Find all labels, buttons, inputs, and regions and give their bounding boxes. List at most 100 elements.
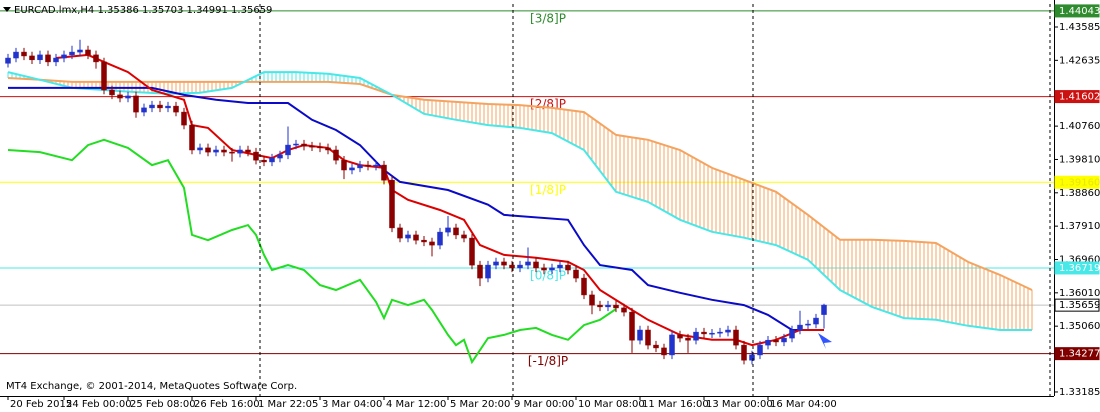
candle-body (221, 149, 227, 153)
overlay: EURCAD.lmx,H4 1.35386 1.35703 1.34991 1.… (0, 0, 1055, 397)
candle-body (629, 311, 635, 341)
candle-body (109, 89, 115, 96)
y-tick-label: 1.37910 (1059, 221, 1100, 232)
candle-body (461, 234, 467, 239)
candle-body (781, 337, 787, 343)
candle-body (93, 54, 99, 63)
candle-body (405, 234, 411, 239)
y-tick-label: 1.38860 (1059, 188, 1100, 199)
candle-body (277, 154, 283, 159)
candle-body (597, 304, 603, 308)
cloud-span-line (7, 77, 1033, 291)
price-tag-label: 1.35659 (1059, 300, 1100, 311)
price-tag (1054, 261, 1100, 275)
x-tick-label: 24 Feb 00:00 (66, 399, 132, 410)
price-tag (1054, 347, 1100, 361)
plot-area: [3/8]P[2/8]P[1/8]P[0/8]P[-1/8]P (0, 10, 1054, 368)
y-tick-label: 1.42635 (1059, 55, 1100, 66)
chart-title: EURCAD.lmx,H4 1.35386 1.35703 1.34991 1.… (14, 5, 272, 16)
footer: MT4 Exchange, © 2001-2014, MetaQuotes So… (6, 381, 297, 392)
candle-body (821, 304, 827, 315)
candle-body (245, 149, 251, 153)
level-label: [0/8]P (530, 268, 566, 282)
candle-body (717, 331, 723, 334)
candle-body (197, 147, 203, 151)
y-tick-label: 1.43585 (1059, 22, 1100, 33)
candle-body (397, 227, 403, 239)
x-tick-label: 16 Mar 04:00 (770, 399, 837, 410)
candle-body (165, 105, 171, 109)
candle-body (269, 157, 275, 163)
candle-body (709, 332, 715, 335)
candle-body (101, 61, 107, 91)
y-tick-label: 1.36960 (1059, 254, 1100, 265)
candle-body (685, 337, 691, 341)
price-tag (1054, 90, 1100, 104)
level-label: [1/8]P (530, 183, 566, 197)
price-tag (1054, 298, 1100, 312)
candle-body (693, 331, 699, 341)
candle-body (261, 159, 267, 163)
candle-body (557, 264, 563, 269)
candle-body (725, 329, 731, 333)
candle-body (581, 277, 587, 296)
candle-body (421, 239, 427, 243)
candle-body (533, 261, 539, 269)
candle-body (45, 54, 51, 63)
x-tick-label: 26 Feb 16:00 (194, 399, 260, 410)
candle-body (733, 329, 739, 346)
candle-body (37, 54, 43, 61)
level-label: [3/8]P (530, 11, 566, 25)
candle-body (325, 147, 331, 151)
x-tick-label: 4 Mar 12:00 (386, 399, 446, 410)
y-tick-label: 1.35060 (1059, 321, 1100, 332)
candle-body (301, 143, 307, 147)
candle-body (389, 179, 395, 229)
candle-body (413, 234, 419, 241)
candle-body (485, 264, 491, 279)
candle-body (381, 164, 387, 181)
candle-body (181, 111, 187, 126)
candle-body (205, 147, 211, 153)
price-tag-label: 1.34277 (1059, 349, 1100, 360)
candle-body (565, 264, 571, 271)
candle-body (341, 159, 347, 171)
indicator-line (7, 138, 617, 365)
candle-body (749, 354, 755, 361)
candle-body (813, 317, 819, 325)
candle-body (549, 267, 555, 271)
candle-body (333, 149, 339, 161)
x-tick-label: 1 Mar 22:05 (258, 399, 318, 410)
candle-body (677, 334, 683, 339)
candle-body (613, 304, 619, 309)
price-tag-label: 1.41602 (1059, 92, 1100, 103)
candle-body (445, 227, 451, 233)
candle-body (797, 324, 803, 331)
candle-body (29, 55, 35, 61)
candle-body (477, 264, 483, 279)
candle-body (765, 339, 771, 346)
candle-body (509, 264, 515, 269)
x-tick-label: 20 Feb 2015 (10, 399, 72, 410)
candle-body (85, 49, 91, 56)
candle-body (125, 95, 131, 99)
candle-body (517, 264, 523, 269)
price-tag-label: 1.44043 (1059, 6, 1100, 17)
candle-body (117, 94, 123, 99)
menu-triangle[interactable] (3, 7, 11, 12)
candle-body (293, 143, 299, 146)
price-tag-label: 1.36719 (1059, 263, 1100, 274)
candle-body (501, 261, 507, 266)
candle-body (773, 339, 779, 343)
candle-body (189, 124, 195, 151)
candle-body (157, 104, 163, 109)
candle-body (701, 331, 707, 335)
x-tick-label: 11 Mar 16:00 (642, 399, 709, 410)
candle-body (53, 57, 59, 63)
candle-body (285, 144, 291, 156)
candle-body (645, 329, 651, 346)
candle-body (309, 145, 315, 148)
candle-body (69, 51, 75, 56)
